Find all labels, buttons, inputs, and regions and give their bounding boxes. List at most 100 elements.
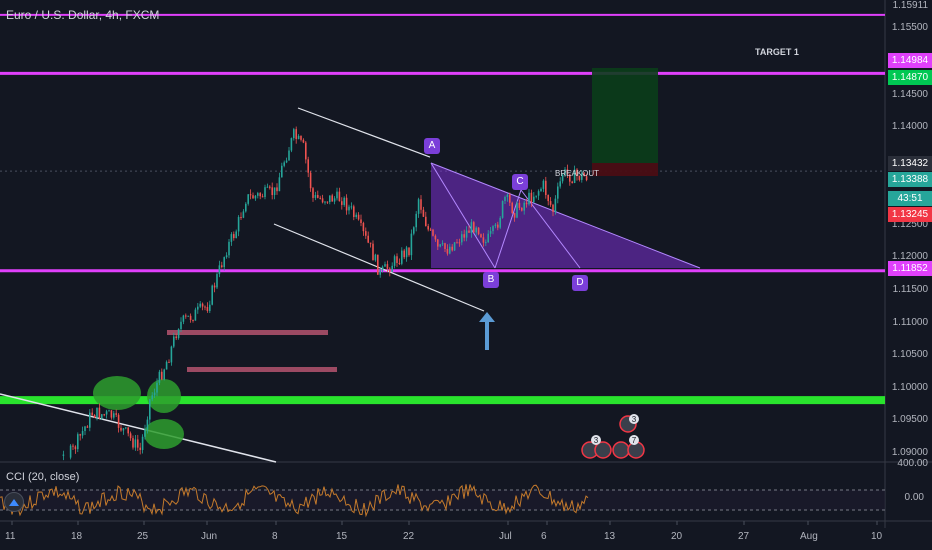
candle-body: [528, 192, 530, 205]
candle-body: [242, 211, 245, 218]
event-badge: [629, 435, 639, 445]
candle-body: [367, 235, 369, 243]
candle-body: [199, 303, 201, 307]
event-count: 3: [632, 415, 637, 424]
candle-body: [432, 229, 434, 236]
candle-body: [458, 242, 461, 244]
candle-body: [175, 336, 177, 339]
time-tick: Jun: [201, 531, 218, 542]
candle-body: [345, 197, 348, 211]
channel-upper: [297, 107, 431, 158]
candle-body: [276, 187, 278, 192]
candle-body: [297, 135, 300, 139]
green-zone-line: [0, 396, 885, 405]
candle-body: [213, 285, 216, 288]
candle-body: [384, 264, 386, 267]
candle-body: [86, 426, 89, 428]
price-axis-tick: 1.10000: [891, 382, 928, 393]
candle-body: [185, 315, 187, 317]
price-label-crosshair: 1.13432: [888, 156, 932, 171]
candle-body: [273, 187, 276, 196]
event-badge: [591, 435, 601, 445]
candle-body: [501, 201, 504, 218]
triangle-edge: [430, 162, 496, 269]
pink-zone: [167, 330, 328, 335]
candle-body: [245, 203, 247, 212]
candle-body: [362, 222, 365, 232]
candle-body: [506, 194, 509, 197]
candle-body: [425, 216, 427, 227]
candle-body: [192, 319, 194, 321]
candle-body: [137, 439, 139, 448]
breakout-label: BREAKOUT: [555, 169, 600, 178]
candle-body: [228, 241, 230, 256]
candle-body: [357, 214, 360, 220]
candle-body: [110, 410, 113, 418]
candle-body: [485, 242, 487, 244]
highlight-ellipse: [144, 419, 184, 449]
candle-body: [98, 407, 101, 419]
candle-body: [141, 436, 144, 450]
candle-body: [336, 191, 338, 199]
candle-body: [254, 195, 257, 199]
cci-band: [0, 490, 885, 510]
candle-body: [312, 188, 314, 198]
candle-body: [561, 174, 564, 182]
triangle-edge: [430, 162, 701, 269]
candle-body: [451, 246, 453, 251]
candle-body: [341, 201, 343, 205]
candle-body: [101, 414, 103, 419]
candle-body: [79, 434, 81, 436]
candle-body: [372, 243, 374, 261]
candle-body: [305, 142, 307, 160]
candle-body: [300, 135, 302, 140]
candle-body: [583, 173, 585, 177]
time-tick: 8: [272, 531, 278, 542]
candle-body: [569, 174, 571, 182]
candle-body: [482, 237, 485, 243]
candle-body: [271, 187, 273, 196]
time-tick: 25: [137, 531, 149, 542]
settings-icon[interactable]: [4, 492, 24, 512]
candle-body: [201, 303, 204, 307]
candle-body: [516, 202, 518, 218]
candle-body: [309, 172, 312, 189]
point-d-label: D: [572, 275, 588, 291]
candle-body: [513, 213, 516, 218]
candle-body: [290, 138, 293, 151]
candle-body: [324, 201, 326, 203]
candle-body: [429, 229, 432, 231]
time-tick: 22: [403, 531, 415, 542]
candle-body: [173, 336, 175, 347]
candle-body: [480, 234, 482, 238]
highlight-ellipse: [147, 379, 181, 413]
candle-body: [139, 447, 141, 450]
point-c-label: C: [512, 174, 528, 190]
time-tick: 18: [71, 531, 83, 542]
candle-body: [379, 270, 381, 275]
candle-body: [216, 274, 218, 288]
candle-body: [542, 180, 545, 189]
candle-body: [180, 321, 182, 330]
candle-body: [487, 233, 489, 243]
trendline: [0, 393, 277, 463]
candle-body: [545, 180, 547, 196]
candle-body: [252, 195, 254, 199]
candle-body: [158, 371, 161, 383]
price-axis-tick: 1.10500: [891, 349, 928, 360]
candle-body: [331, 195, 333, 202]
candle-body: [422, 209, 425, 217]
cci-line: [0, 484, 589, 518]
candle-body: [240, 217, 242, 219]
candle-body: [89, 412, 91, 428]
candle-body: [396, 256, 398, 263]
candle-body: [391, 265, 393, 272]
candle-body: [389, 268, 391, 272]
time-tick: 11: [5, 531, 16, 542]
candle-body: [77, 434, 79, 450]
point-b-label: B: [483, 272, 499, 288]
price-label-tp: 1.14870: [888, 70, 932, 85]
candle-body: [264, 187, 266, 197]
candle-body: [420, 199, 422, 210]
